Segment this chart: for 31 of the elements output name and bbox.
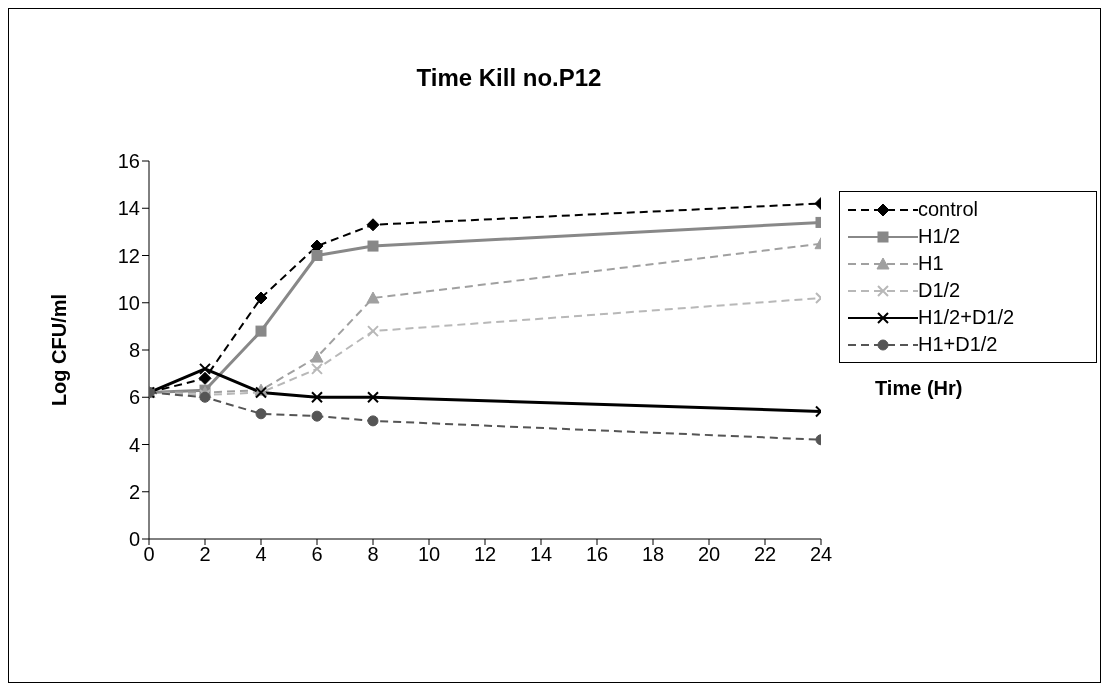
x-tick-label: 2 [199, 543, 211, 566]
x-tick-label: 12 [473, 543, 497, 566]
x-tick-label: 24 [809, 543, 833, 566]
y-tick-label: 4 [128, 433, 140, 456]
x-tick-label: 8 [367, 543, 379, 566]
legend-label: H1+D1/2 [918, 333, 998, 356]
y-tick-label: 12 [117, 244, 140, 267]
legend-label: H1 [918, 252, 944, 275]
legend-label: control [918, 198, 979, 221]
x-tick-label: 4 [255, 543, 267, 566]
y-tick-label: 0 [128, 528, 140, 551]
x-axis-title: Time (Hr) [875, 377, 963, 400]
x-tick-label: 20 [697, 543, 721, 566]
y-tick-label: 2 [128, 480, 140, 503]
y-tick-label: 8 [128, 339, 140, 362]
x-tick-label: 14 [529, 543, 553, 566]
x-tick-label: 10 [417, 543, 441, 566]
legend-label: H1/2+D1/2 [918, 306, 1015, 329]
x-tick-label: 18 [641, 543, 665, 566]
y-tick-label: 14 [117, 197, 140, 220]
x-tick-label: 16 [585, 543, 609, 566]
legend-label: H1/2 [918, 225, 961, 248]
x-tick-label: 22 [753, 543, 777, 566]
y-tick-label: 10 [117, 291, 140, 314]
x-tick-label: 6 [311, 543, 323, 566]
chart-title: Time Kill no.P12 [415, 64, 603, 92]
y-tick-label: 6 [128, 386, 140, 409]
x-tick-label: 0 [143, 543, 155, 566]
legend-label: D1/2 [918, 279, 961, 302]
y-tick-label: 16 [117, 150, 140, 173]
y-axis-title: Log CFU/ml [48, 293, 71, 407]
